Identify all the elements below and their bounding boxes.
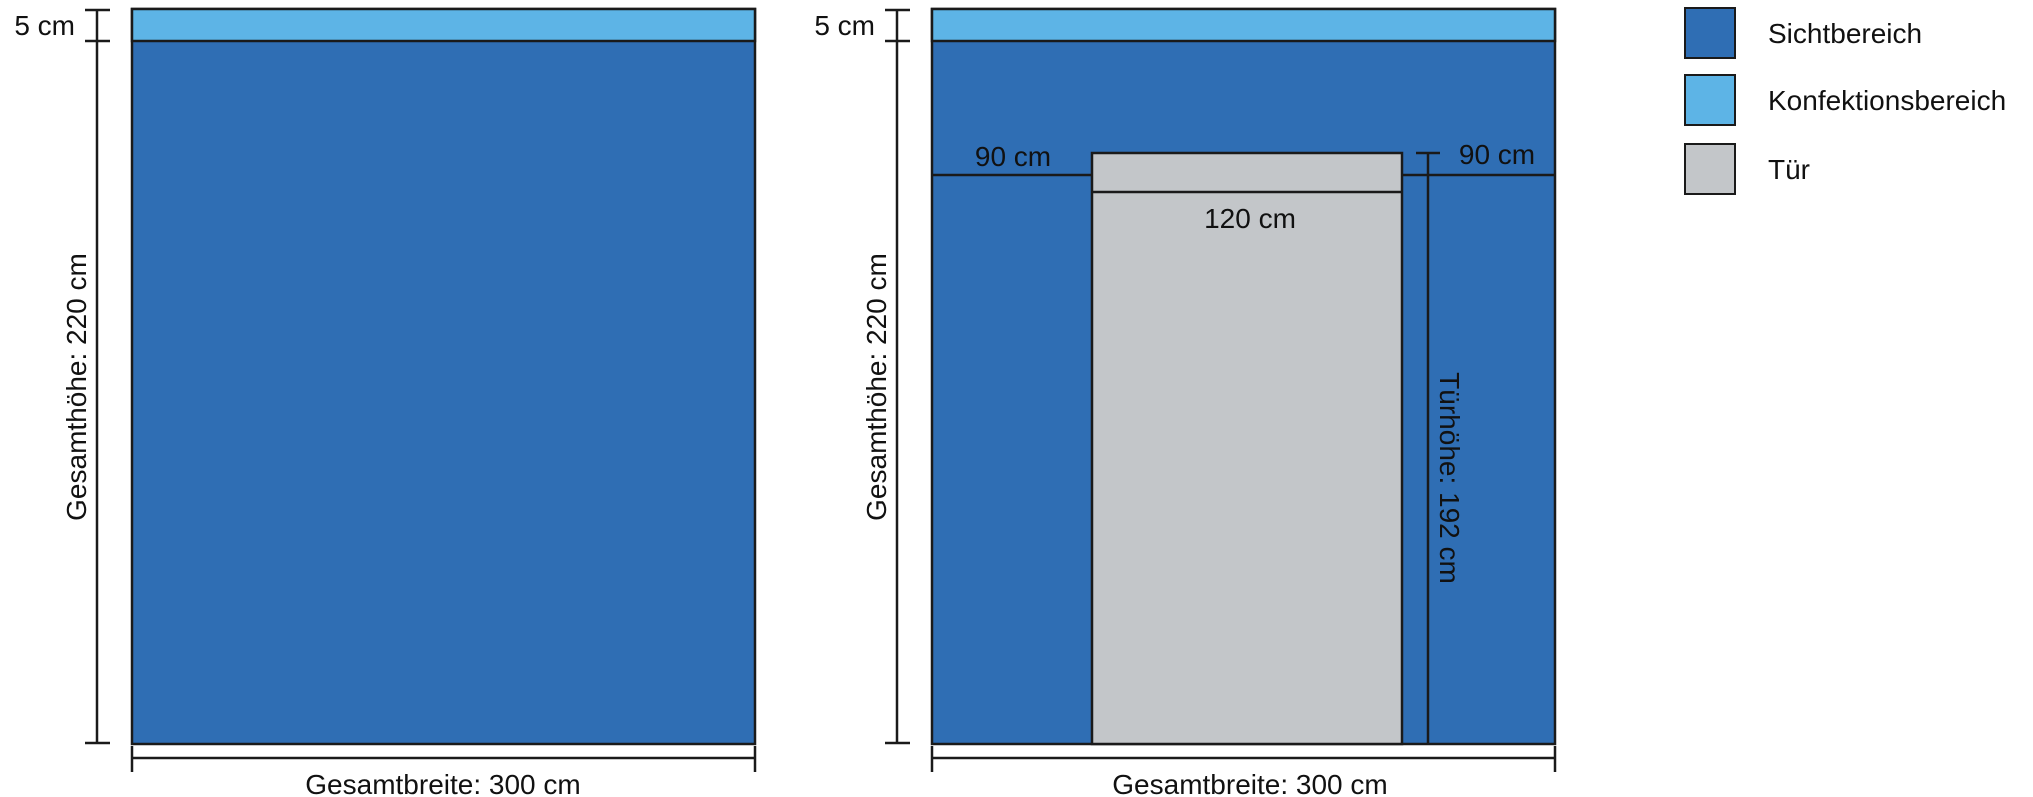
right-offset-label: 90 cm bbox=[1459, 139, 1535, 170]
left-konfektionsbereich-strip bbox=[130, 7, 757, 43]
legend-label-konfektionsbereich: Konfektionsbereich bbox=[1768, 85, 2006, 116]
left-width-dimension bbox=[130, 746, 757, 772]
right-konfektionsbereich-strip bbox=[930, 7, 1557, 43]
left-sichtbereich-panel bbox=[130, 7, 757, 746]
left-width-label: Gesamtbreite: 300 cm bbox=[305, 769, 580, 797]
legend-item-konfektionsbereich: Konfektionsbereich bbox=[1684, 74, 2006, 126]
legend-item-tuer: Tür bbox=[1684, 143, 1810, 195]
legend-swatch-konfektionsbereich bbox=[1684, 74, 1736, 126]
diagram-left: 5 cm Gesamthöhe: 220 cm Gesamtbreite: 30… bbox=[14, 7, 757, 797]
door-height-label: Türhöhe: 192 cm bbox=[1434, 372, 1465, 584]
right-width-label: Gesamtbreite: 300 cm bbox=[1112, 769, 1387, 797]
legend-label-sichtbereich: Sichtbereich bbox=[1768, 18, 1922, 49]
legend-item-sichtbereich: Sichtbereich bbox=[1684, 7, 1922, 59]
legend-swatch-sichtbereich bbox=[1684, 7, 1736, 59]
right-top-dimension bbox=[885, 8, 910, 43]
legend-label-tuer: Tür bbox=[1768, 154, 1810, 185]
right-height-dimension bbox=[885, 41, 910, 745]
left-height-label: Gesamthöhe: 220 cm bbox=[61, 253, 92, 521]
left-top-label: 5 cm bbox=[14, 10, 75, 41]
door-width-label: 120 cm bbox=[1204, 203, 1296, 234]
left-height-dimension bbox=[85, 41, 110, 745]
left-offset-label: 90 cm bbox=[975, 141, 1051, 172]
legend: Sichtbereich Konfektionsbereich Tür bbox=[1684, 7, 2006, 195]
door bbox=[1090, 151, 1404, 746]
diagram-right: 120 cm 90 cm 90 cm Türhöhe: 192 cm 5 cm … bbox=[814, 7, 1557, 797]
left-top-dimension bbox=[85, 8, 110, 43]
right-height-label: Gesamthöhe: 220 cm bbox=[861, 253, 892, 521]
right-top-label: 5 cm bbox=[814, 10, 875, 41]
legend-swatch-tuer bbox=[1684, 143, 1736, 195]
door-height-dimension bbox=[1416, 151, 1440, 744]
right-width-dimension bbox=[930, 746, 1557, 772]
